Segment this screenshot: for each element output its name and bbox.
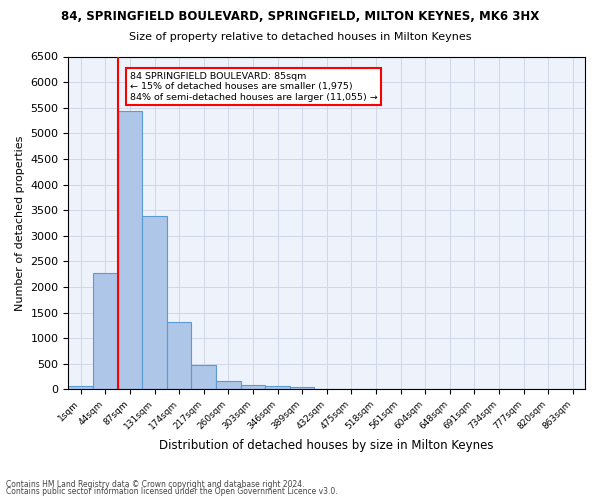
Bar [290, 387, 314, 390]
Bar [68, 386, 93, 390]
Bar [241, 385, 265, 390]
Bar [191, 365, 216, 390]
Text: 84, SPRINGFIELD BOULEVARD, SPRINGFIELD, MILTON KEYNES, MK6 3HX: 84, SPRINGFIELD BOULEVARD, SPRINGFIELD, … [61, 10, 539, 23]
Y-axis label: Number of detached properties: Number of detached properties [15, 135, 25, 310]
Bar [265, 386, 290, 390]
Bar [216, 381, 241, 390]
Bar [167, 322, 191, 390]
Text: 84 SPRINGFIELD BOULEVARD: 85sqm
← 15% of detached houses are smaller (1,975)
84%: 84 SPRINGFIELD BOULEVARD: 85sqm ← 15% of… [130, 72, 377, 102]
Bar [118, 112, 142, 390]
Text: Contains HM Land Registry data © Crown copyright and database right 2024.: Contains HM Land Registry data © Crown c… [6, 480, 305, 489]
Text: Contains public sector information licensed under the Open Government Licence v3: Contains public sector information licen… [6, 488, 338, 496]
Bar [93, 273, 118, 390]
Text: Size of property relative to detached houses in Milton Keynes: Size of property relative to detached ho… [129, 32, 471, 42]
Bar [142, 216, 167, 390]
X-axis label: Distribution of detached houses by size in Milton Keynes: Distribution of detached houses by size … [160, 440, 494, 452]
